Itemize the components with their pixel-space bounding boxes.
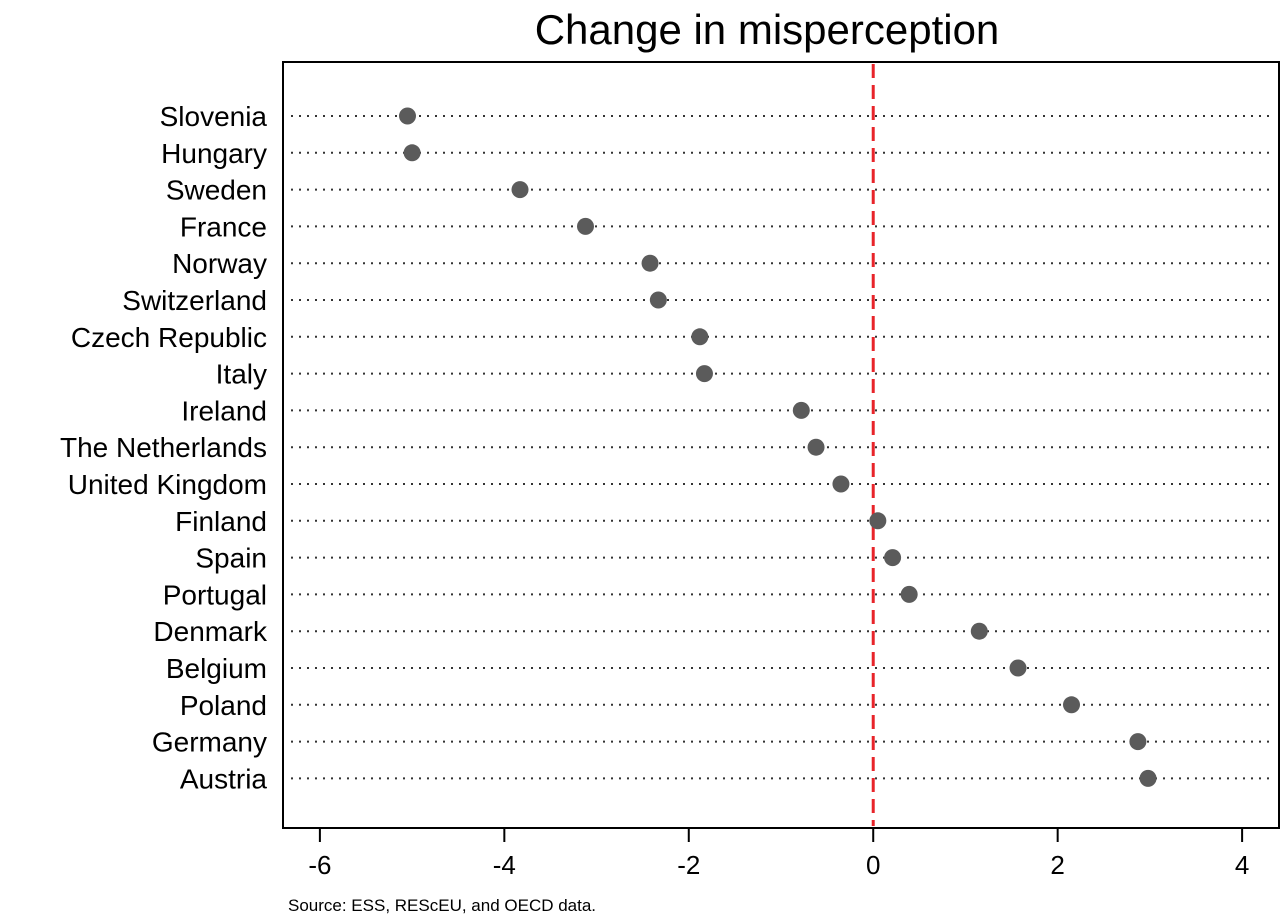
data-points: [399, 107, 1157, 787]
x-tick-label: 4: [1235, 850, 1249, 880]
data-point: [649, 291, 667, 309]
source-note: Source: ESS, REScEU, and OECD data.: [288, 896, 597, 915]
data-point: [695, 365, 713, 383]
category-label: Ireland: [181, 395, 267, 426]
data-point: [1129, 733, 1147, 751]
x-tick-label: 0: [866, 850, 880, 880]
data-point: [900, 585, 918, 603]
category-label: Norway: [172, 248, 267, 279]
data-point: [1063, 696, 1080, 714]
data-point: [403, 144, 421, 162]
category-label: Sweden: [166, 175, 267, 206]
data-point: [576, 217, 594, 235]
category-label: Switzerland: [122, 285, 267, 316]
category-label: Portugal: [163, 579, 267, 610]
chart-title: Change in misperception: [535, 6, 1000, 53]
data-point: [1009, 659, 1027, 677]
x-tick-label: -4: [493, 850, 516, 880]
category-label: The Netherlands: [60, 432, 267, 463]
category-label: Czech Republic: [71, 322, 267, 353]
data-point: [970, 622, 988, 640]
category-label: Italy: [216, 359, 267, 390]
category-label: Spain: [195, 543, 267, 574]
data-point: [807, 438, 825, 456]
category-label: France: [180, 211, 267, 242]
data-point: [1139, 769, 1157, 787]
category-label: Austria: [180, 763, 268, 794]
category-label: Denmark: [153, 616, 268, 647]
data-point: [884, 549, 902, 567]
category-label: Germany: [152, 727, 267, 758]
category-label: Poland: [180, 690, 267, 721]
x-tick-label: -6: [308, 850, 331, 880]
category-label: Hungary: [161, 138, 267, 169]
data-point: [641, 254, 659, 272]
plot-frame: [282, 61, 1280, 829]
x-tick-label: 2: [1050, 850, 1064, 880]
category-labels: Slovenia Hungary Sweden France Norway Switzer…: [60, 101, 268, 794]
x-tick-label: -2: [677, 850, 700, 880]
category-label: Belgium: [166, 653, 267, 684]
grid-lines: [291, 115, 1275, 780]
category-label: United Kingdom: [68, 469, 267, 500]
data-point: [869, 512, 887, 530]
data-point: [792, 401, 810, 419]
data-point: [691, 328, 709, 346]
category-label: Finland: [175, 506, 267, 537]
category-label: Slovenia: [160, 101, 268, 132]
data-point: [399, 107, 416, 125]
data-point: [511, 181, 529, 199]
x-axis: -6 -4 -2 0 2 4: [308, 828, 1249, 880]
data-point: [832, 475, 850, 493]
